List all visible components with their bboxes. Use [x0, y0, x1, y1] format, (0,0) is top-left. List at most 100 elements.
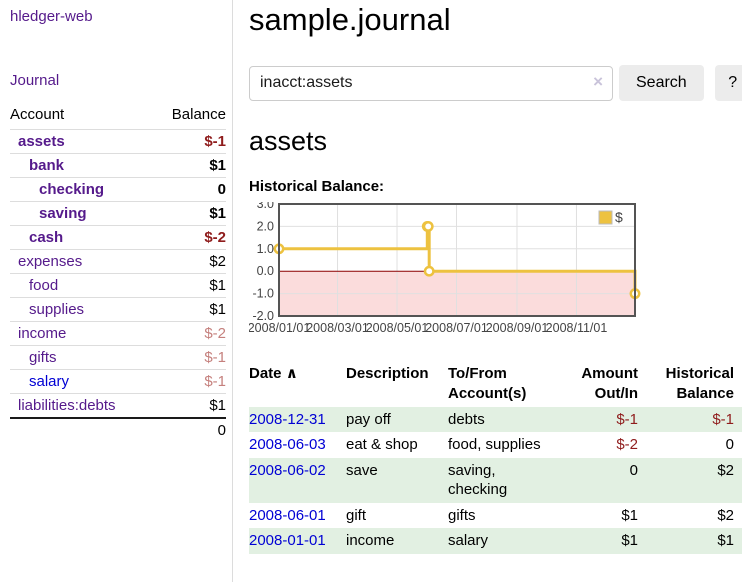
register-row: 2008-06-03 eat & shop food, supplies $-2… [249, 432, 742, 458]
account-link-income[interactable]: income [18, 325, 67, 342]
register-description: eat & shop [346, 436, 418, 453]
account-link-gifts[interactable]: gifts [29, 349, 57, 366]
register-header-date[interactable]: Date ∧ [249, 365, 298, 382]
register-accounts: salary [448, 532, 489, 549]
section-heading: assets [249, 126, 328, 156]
account-link-assets[interactable]: assets [18, 133, 65, 150]
plot-border [278, 203, 636, 317]
register-header-description: Description [346, 365, 429, 382]
x-tick-label: 2008/07/01 [425, 321, 488, 335]
clear-search-icon[interactable]: × [593, 71, 603, 91]
register-header-balance: Historical Balance [665, 365, 734, 403]
brand: hledger-web [10, 8, 226, 25]
account-balance: $-2 [140, 321, 226, 346]
search-input[interactable] [249, 65, 613, 101]
register-balance: $1 [717, 532, 734, 549]
account-link-supplies[interactable]: supplies [29, 301, 85, 318]
account-link-liabilities-debts[interactable]: liabilities:debts [18, 397, 116, 414]
account-row: checking 0 [10, 177, 226, 202]
sort-ascending-icon: ∧ [285, 365, 298, 382]
legend-swatch [598, 210, 613, 225]
register-row: 2008-06-01 gift gifts $1 $2 [249, 503, 742, 529]
search-button[interactable]: Search [619, 65, 704, 101]
register-accounts: debts [448, 410, 485, 428]
register-date-link[interactable]: 2008-12-31 [249, 410, 326, 428]
account-balance: $2 [140, 249, 226, 274]
register-amount: $-1 [616, 410, 638, 428]
account-link-cash[interactable]: cash [29, 229, 64, 246]
account-link-salary[interactable]: salary [29, 373, 70, 390]
sidebar: hledger-web Journal Account Balance asse… [0, 0, 233, 582]
account-row: supplies $1 [10, 297, 226, 322]
register-header-row: Date ∧ Description To/From Account(s) Am… [249, 362, 742, 407]
chart-label: Historical Balance: [249, 178, 385, 195]
account-balance: $1 [140, 393, 226, 418]
account-row: income $-2 [10, 321, 226, 346]
historical-balance-chart: $3.0 2.0 1.0 0.0 -1.0 -2.02008/01/012008/03/0… [248, 197, 641, 335]
account-row: food $1 [10, 273, 226, 298]
register-accounts: saving, checking [448, 461, 508, 499]
register-header-amount: Amount Out/In [581, 365, 638, 403]
y-tick-label: 2.0 [257, 219, 274, 233]
register-description: pay off [346, 410, 391, 428]
hledger-web-link[interactable]: hledger-web [10, 8, 93, 25]
register-date-link[interactable]: 2008-06-03 [249, 436, 326, 453]
y-tick-label: 1.0 [257, 242, 274, 256]
account-balance: $1 [140, 273, 226, 298]
register-amount: $1 [621, 532, 638, 549]
register-balance: $2 [717, 461, 734, 479]
account-row: assets $-1 [10, 129, 226, 154]
register-balance: $-1 [712, 410, 734, 428]
data-point [423, 265, 435, 277]
account-balance: $1 [140, 201, 226, 226]
y-tick-label: -2.0 [252, 309, 274, 323]
legend-label: $ [615, 209, 623, 225]
register-date-link[interactable]: 2008-06-01 [249, 506, 326, 524]
sidebar-nav: Journal [10, 72, 226, 89]
help-button[interactable]: ? [714, 65, 742, 101]
account-row: salary $-1 [10, 369, 226, 394]
register-accounts: food, supplies [448, 436, 541, 453]
account-row: saving $1 [10, 201, 226, 226]
data-point [422, 220, 434, 232]
account-balance: $1 [140, 153, 226, 178]
accounts-total-balance: 0 [140, 417, 226, 442]
x-tick-label: 2008/03/01 [306, 321, 369, 335]
register-date-link[interactable]: 2008-06-02 [249, 461, 326, 479]
journal-link[interactable]: Journal [10, 72, 60, 89]
register-amount: $-2 [616, 436, 638, 453]
register-amount: 0 [629, 461, 638, 479]
register-accounts: gifts [448, 506, 476, 524]
register-header-accounts: To/From Account(s) [448, 365, 527, 403]
register-balance: $2 [717, 506, 734, 524]
register-description: save [346, 461, 378, 479]
accounts-header-account: Account [10, 106, 65, 123]
account-link-saving[interactable]: saving [39, 205, 87, 222]
y-tick-label: 0.0 [257, 264, 274, 278]
search-form: × Search ? [249, 65, 742, 101]
x-tick-label: 2008/05/01 [366, 321, 429, 335]
register-row: 2008-12-31 pay off debts $-1 $-1 [249, 406, 742, 432]
account-balance: $1 [140, 297, 226, 322]
account-row: gifts $-1 [10, 345, 226, 370]
page-title: sample.journal [249, 2, 451, 37]
account-balance: 0 [140, 177, 226, 202]
account-balance: $-1 [140, 345, 226, 370]
account-row: cash $-2 [10, 225, 226, 250]
x-tick-label: 2008/09/01 [486, 321, 549, 335]
account-balance: $-1 [140, 369, 226, 394]
register-table: Date ∧ Description To/From Account(s) Am… [249, 362, 742, 554]
account-link-expenses[interactable]: expenses [18, 253, 83, 270]
account-link-food[interactable]: food [29, 277, 59, 294]
main-content: sample.journal × Search ? assets Histori… [233, 0, 742, 582]
register-amount: $1 [621, 506, 638, 524]
account-row: expenses $2 [10, 249, 226, 274]
y-tick-label: 3.0 [257, 202, 274, 211]
register-description: income [346, 532, 395, 549]
account-link-bank[interactable]: bank [29, 157, 65, 174]
x-tick-label: 2008/11/01 [546, 321, 608, 335]
account-link-checking[interactable]: checking [39, 181, 105, 198]
register-date-link[interactable]: 2008-01-01 [249, 532, 326, 549]
account-row: liabilities:debts $1 [10, 393, 226, 418]
